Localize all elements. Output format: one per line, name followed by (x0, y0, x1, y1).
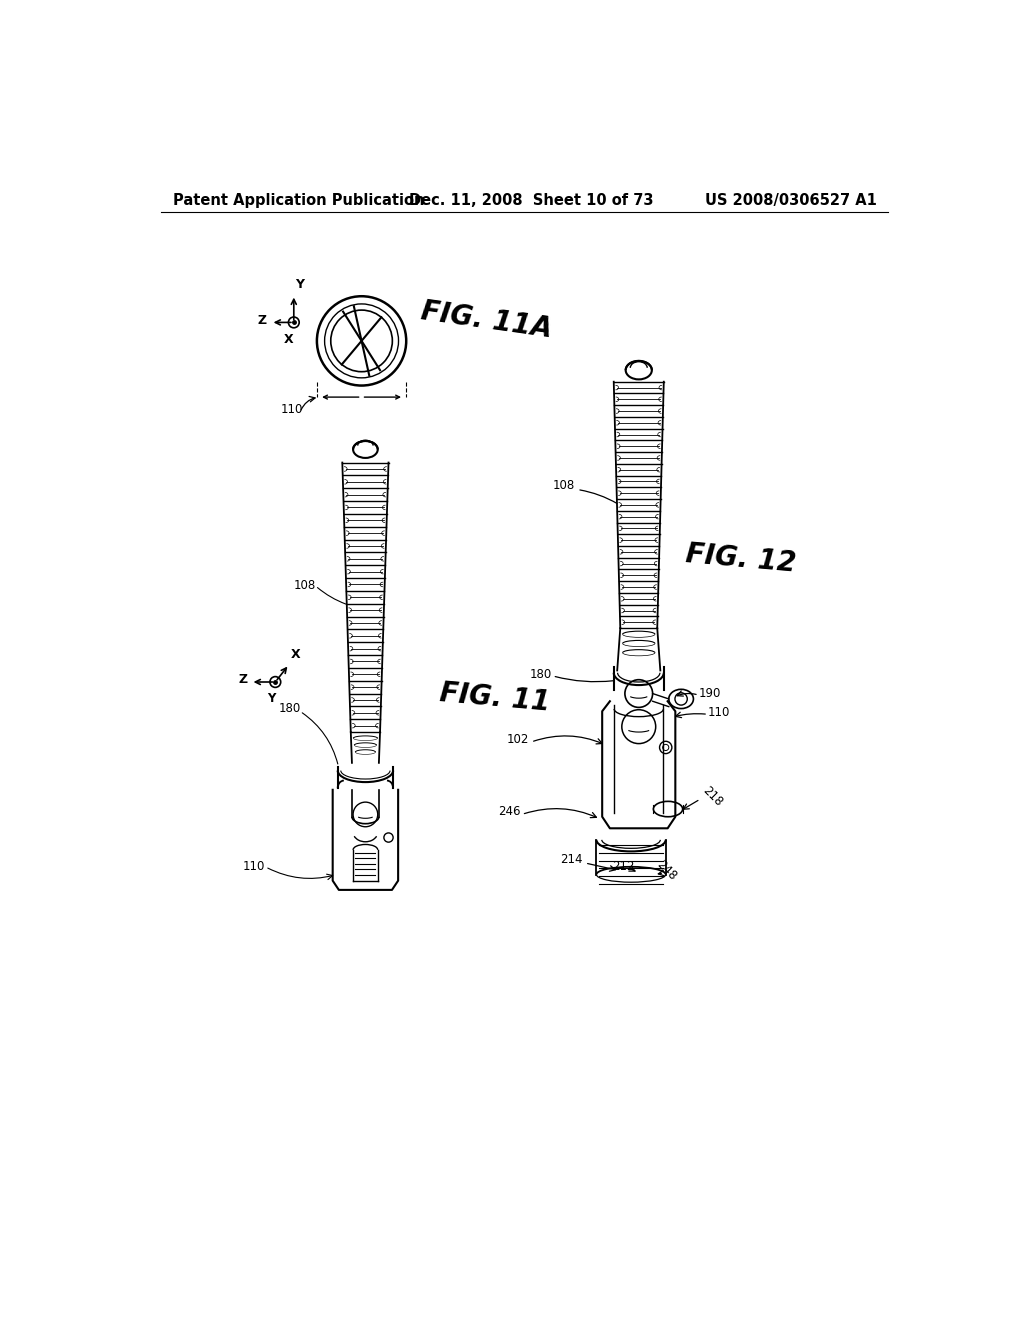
Text: 248: 248 (654, 858, 679, 883)
Text: Z: Z (258, 314, 267, 326)
Text: 212: 212 (612, 861, 635, 874)
Text: 108: 108 (553, 479, 574, 492)
Text: 110: 110 (281, 403, 303, 416)
Text: US 2008/0306527 A1: US 2008/0306527 A1 (705, 193, 877, 209)
Text: 102: 102 (506, 733, 528, 746)
Text: 190: 190 (698, 686, 721, 700)
Text: 246: 246 (498, 805, 520, 818)
Text: Dec. 11, 2008  Sheet 10 of 73: Dec. 11, 2008 Sheet 10 of 73 (410, 193, 653, 209)
Text: 110: 110 (243, 861, 264, 874)
Text: 110: 110 (708, 706, 730, 719)
Text: 218: 218 (700, 784, 725, 808)
Text: FIG. 12: FIG. 12 (685, 540, 798, 578)
Text: FIG. 11A: FIG. 11A (419, 297, 554, 343)
Text: 180: 180 (529, 668, 552, 681)
Text: X: X (284, 333, 293, 346)
Text: X: X (291, 648, 300, 661)
Text: Patent Application Publication: Patent Application Publication (173, 193, 424, 209)
Text: 108: 108 (294, 579, 316, 593)
Text: Z: Z (239, 673, 248, 686)
Text: 214: 214 (560, 853, 583, 866)
Text: 180: 180 (280, 702, 301, 715)
Text: FIG. 11: FIG. 11 (438, 678, 551, 717)
Text: Y: Y (267, 692, 275, 705)
Text: Y: Y (295, 277, 304, 290)
